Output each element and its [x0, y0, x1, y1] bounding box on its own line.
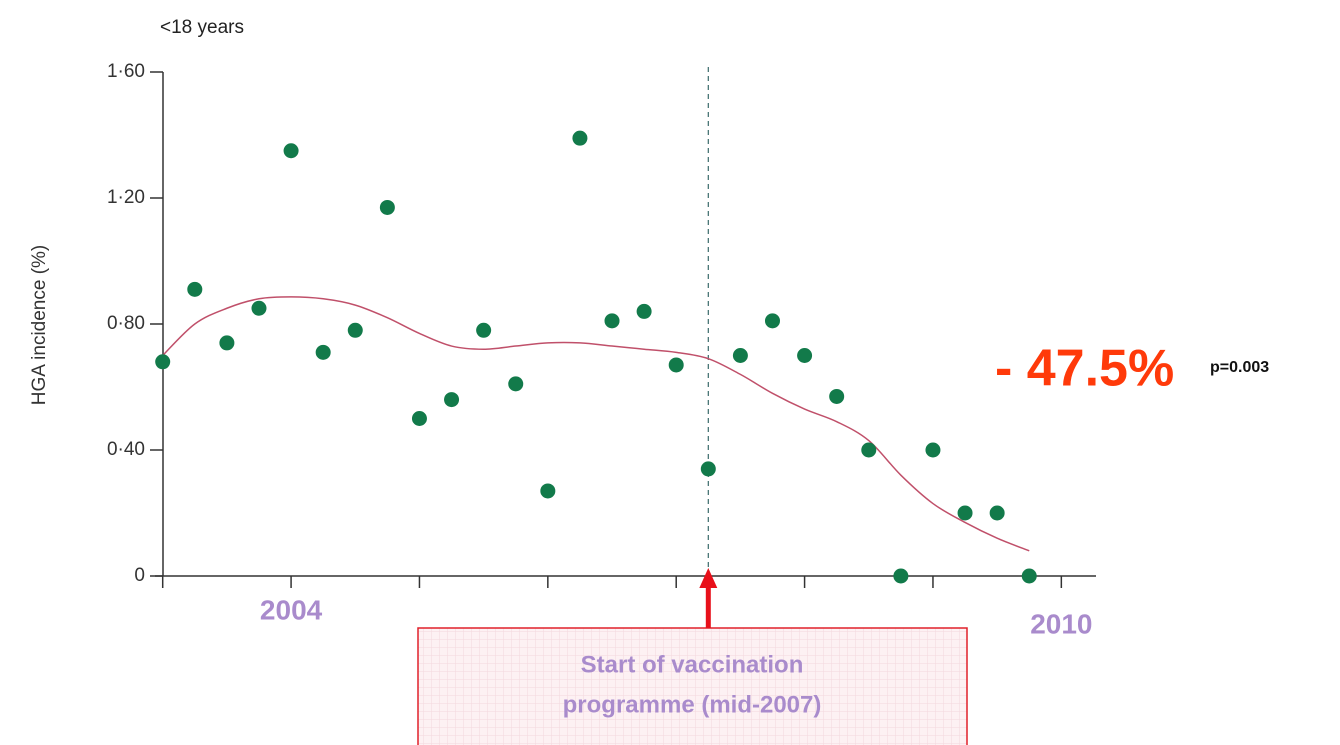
y-tick-label: 1·20	[107, 187, 145, 208]
data-point	[187, 281, 203, 297]
data-point	[668, 357, 684, 373]
data-point	[411, 411, 427, 426]
arrow-head	[699, 568, 718, 588]
p-value: p=0.003	[1210, 359, 1269, 376]
note-box	[417, 627, 968, 745]
data-point	[732, 348, 748, 363]
data-point	[476, 322, 492, 338]
trend-line	[162, 296, 1030, 552]
data-point	[700, 461, 716, 477]
data-point	[508, 376, 524, 392]
data-point	[572, 130, 588, 146]
data-point	[925, 442, 941, 458]
x-tick-label: 2004	[260, 594, 323, 625]
y-tick-label: 0	[134, 565, 145, 586]
data-point	[989, 505, 1005, 521]
data-point	[283, 143, 299, 159]
y-tick-label: 0·80	[107, 313, 145, 334]
data-point	[861, 442, 877, 458]
data-point	[829, 388, 845, 404]
reduction-label: - 47.5%	[995, 340, 1174, 398]
data-point	[893, 568, 909, 584]
y-tick-label: 0·40	[107, 439, 145, 460]
data-point	[347, 322, 363, 338]
data-point	[604, 313, 620, 329]
chart-title: <18 years	[160, 17, 244, 38]
data-point	[636, 303, 652, 319]
y-tick-label: 1·60	[107, 61, 145, 82]
data-point	[444, 392, 460, 408]
note-text: programme (mid-2007)	[563, 691, 822, 718]
data-point	[379, 199, 395, 215]
note-text: Start of vaccination	[581, 651, 804, 678]
x-tick-label: 2010	[1030, 608, 1092, 639]
data-point	[540, 483, 556, 499]
data-point	[155, 354, 171, 370]
data-point	[797, 348, 813, 363]
data-point	[251, 300, 267, 316]
data-point	[957, 505, 973, 521]
data-point	[219, 335, 235, 351]
data-point	[315, 344, 331, 360]
data-point	[1021, 568, 1037, 584]
data-point	[764, 313, 780, 329]
y-axis-label: HGA incidence (%)	[29, 245, 50, 406]
